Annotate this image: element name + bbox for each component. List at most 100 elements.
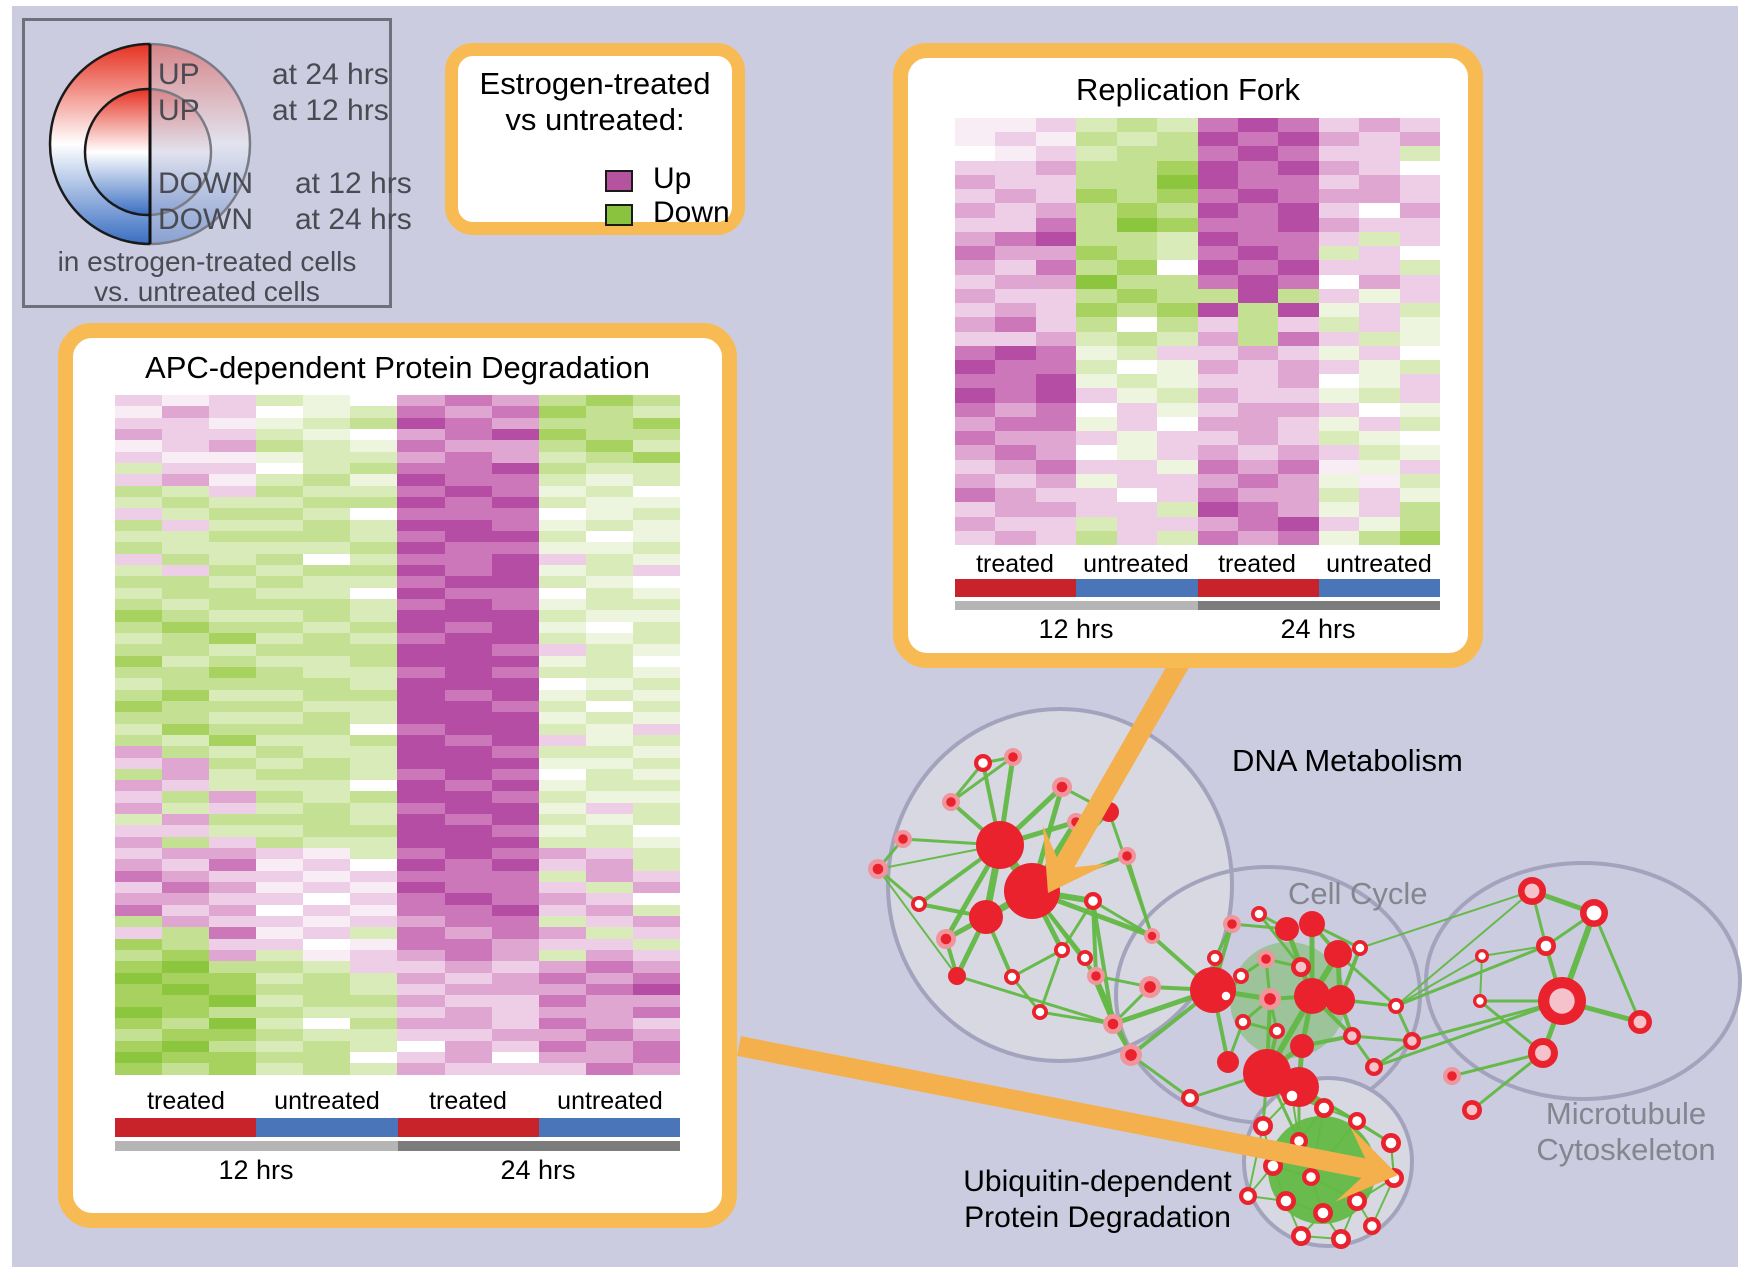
gene-node: [1294, 978, 1330, 1014]
heatmap-row: [115, 961, 680, 973]
apc-heatmap: [115, 395, 680, 1075]
apc-time-label-24: 24 hrs: [500, 1155, 576, 1185]
down-inner-time: at 12 hrs: [295, 167, 412, 200]
heatmap-row: [115, 598, 680, 611]
rf-panel-title: Replication Fork: [1076, 72, 1300, 107]
replication-fork-panel: Replication Fork treated untreated treat…: [893, 43, 1483, 668]
heatmap-row: [115, 644, 680, 656]
gene-node: [1324, 940, 1352, 968]
heatmap-row: [115, 1052, 680, 1064]
heatmap-row: [115, 723, 680, 735]
gene-node: [1275, 917, 1299, 941]
rf-time-bar: [955, 601, 1440, 610]
gene-node: [1325, 985, 1355, 1015]
heatmap-row: [115, 938, 680, 951]
heatmap-row: [115, 485, 680, 497]
heatmap-row: [955, 473, 1441, 489]
heatmap-row: [955, 402, 1441, 417]
microtubule-label-line1: Microtubule: [1545, 1096, 1707, 1131]
heatmap-row: [115, 870, 680, 883]
ubiquitin-label-line1: Ubiquitin-dependent: [963, 1165, 1232, 1198]
microtubule-label-line2: Cytoskeleton: [1536, 1132, 1716, 1167]
down-swatch-label: Down: [653, 196, 730, 229]
heatmap-row: [955, 132, 1441, 147]
heatmap-row: [115, 916, 680, 928]
arrow-replication-to-dna: [1053, 658, 1189, 874]
up-outer-label: UP: [158, 58, 200, 91]
apc-col-label-1: treated: [147, 1087, 225, 1115]
apc-col-label-4: untreated: [557, 1087, 663, 1115]
heatmap-row: [115, 950, 680, 962]
heatmap-row: [115, 734, 680, 747]
heatmap-row: [115, 746, 680, 758]
heatmap-row: [115, 1063, 680, 1075]
heatmap-row: [955, 146, 1441, 161]
heatmap-row: [115, 666, 680, 679]
rf-time-label-12: 12 hrs: [1038, 614, 1114, 644]
heatmap-row: [955, 388, 1441, 403]
rf-col-label-1: treated: [976, 550, 1054, 578]
heatmap-row: [115, 1018, 680, 1030]
ring-legend-caption-1: in estrogen-treated cells: [57, 246, 357, 277]
apc-panel-title: APC-dependent Protein Degradation: [145, 350, 650, 385]
apc-degradation-panel: APC-dependent Protein Degradation treate…: [58, 323, 737, 1228]
rf-col-label-4: untreated: [1326, 550, 1432, 578]
ring-legend-caption-2: vs. untreated cells: [94, 276, 320, 307]
gene-node: [1004, 863, 1060, 919]
heatmap-row: [115, 587, 680, 599]
heatmap-row: [955, 217, 1441, 232]
heatmap-row: [115, 576, 680, 588]
heatmap-row: [115, 814, 680, 826]
heatmap-row: [115, 440, 680, 452]
heatmap-row: [115, 564, 680, 577]
rf-heatmap: [955, 118, 1441, 546]
gene-node: [1290, 1034, 1314, 1058]
heatmap-row: [115, 428, 680, 441]
gene-node: [1299, 911, 1325, 937]
up-color-swatch: [605, 170, 633, 192]
heatmap-row: [115, 678, 680, 690]
heatmap-row: [115, 417, 680, 429]
heatmap-row: [115, 768, 680, 781]
ubiquitin-label: Ubiquitin-dependent Protein Degradation: [955, 1164, 1240, 1236]
heatmap-row: [955, 359, 1441, 375]
down-inner-label: DOWN: [158, 167, 253, 200]
heatmap-row: [955, 317, 1441, 332]
heatmap-row: [115, 859, 680, 871]
heatmap-row: [115, 882, 680, 894]
estrogen-legend-title-1: Estrogen-treated: [479, 66, 711, 101]
heatmap-row: [115, 1040, 680, 1053]
heatmap-row: [955, 374, 1441, 389]
rf-time-label-24: 24 hrs: [1280, 614, 1356, 644]
apc-time-bar: [115, 1141, 680, 1151]
heatmap-row: [115, 530, 680, 543]
estrogen-legend-title-2: vs untreated:: [505, 102, 685, 137]
heatmap-row: [115, 780, 680, 792]
gene-node: [1217, 1051, 1239, 1073]
up-inner-time: at 12 hrs: [272, 94, 389, 127]
heatmap-row: [115, 927, 680, 939]
heatmap-row: [115, 632, 680, 645]
gene-node: [976, 821, 1024, 869]
heatmap-row: [115, 972, 680, 985]
heatmap-row: [955, 260, 1441, 275]
heatmap-row: [955, 274, 1441, 289]
heatmap-row: [955, 459, 1441, 474]
rf-treatment-bar: [955, 579, 1440, 597]
apc-time-label-12: 12 hrs: [218, 1155, 294, 1185]
heatmap-row: [955, 288, 1441, 304]
heatmap-row: [115, 995, 680, 1007]
heatmap-row: [115, 496, 680, 509]
heatmap-row: [955, 516, 1441, 531]
heatmap-row: [115, 406, 680, 418]
heatmap-row: [115, 474, 680, 486]
apc-treatment-bar: [115, 1118, 680, 1137]
heatmap-row: [955, 203, 1441, 218]
dna-metabolism-label: DNA Metabolism: [1232, 743, 1463, 778]
down-outer-time: at 24 hrs: [295, 203, 412, 236]
heatmap-row: [115, 1029, 680, 1041]
heatmap-row: [955, 303, 1441, 318]
heatmap-row: [115, 700, 680, 713]
heatmap-row: [115, 712, 680, 724]
gene-node: [969, 900, 1003, 934]
